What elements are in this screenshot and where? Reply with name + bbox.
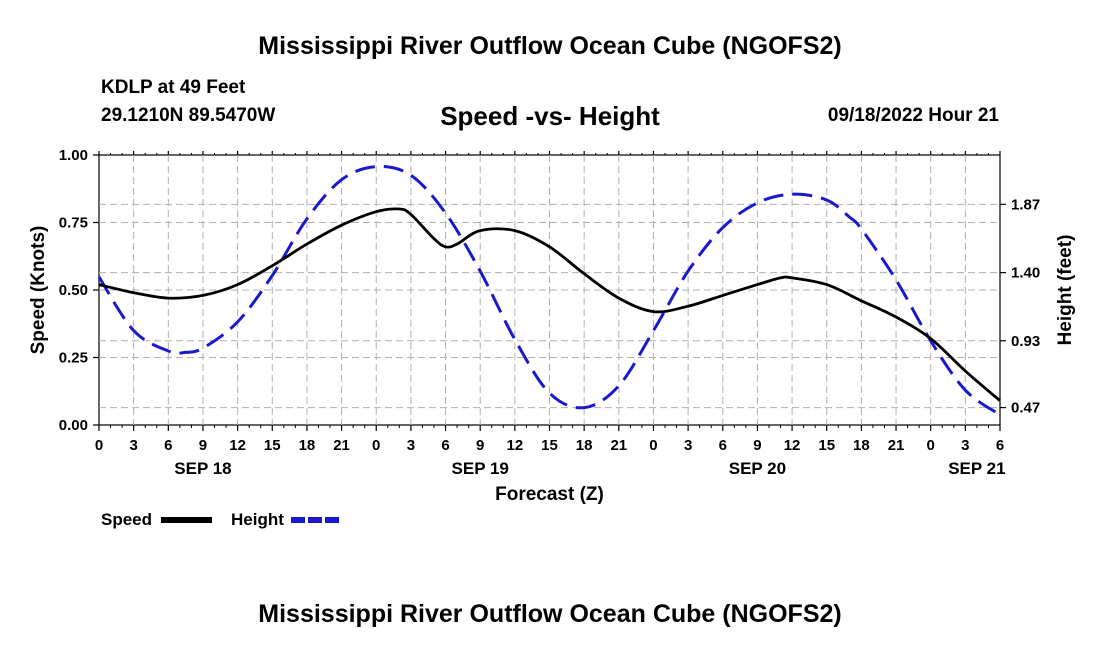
- x-tick-label: 18: [576, 437, 593, 454]
- x-tick-label: 9: [199, 437, 207, 454]
- x-tick-label: 3: [684, 437, 692, 454]
- y-right-axis-title: Height (feet): [1055, 235, 1076, 346]
- series-layer: [97, 164, 1001, 417]
- x-tick-label: 12: [229, 437, 246, 454]
- y-right-tick-label: 0.47: [1011, 400, 1040, 417]
- x-tick-label: 3: [129, 437, 137, 454]
- x-axis-title: Forecast (Z): [495, 484, 604, 505]
- date-label: SEP 18: [174, 459, 231, 478]
- y-tick-label: 0.25: [59, 350, 88, 367]
- axis-ticks: 0 3 6 9 12 15 18 21 0 3 6 9 12 15 18 21 0 3 6 9 12 15 18 21 0 3 6 0…: [28, 147, 1076, 505]
- y-tick-label: 0.75: [59, 215, 88, 232]
- footer-title: Mississippi River Outflow Ocean Cube (NG…: [258, 600, 842, 628]
- chart-title: Speed -vs- Height: [440, 101, 660, 131]
- x-tick-label: 6: [164, 437, 172, 454]
- legend-speed-label: Speed: [101, 510, 152, 529]
- main-title: Mississippi River Outflow Ocean Cube (NG…: [258, 32, 842, 60]
- coordinates-label: 29.1210N 89.5470W: [101, 105, 276, 126]
- x-tick-label: 9: [753, 437, 761, 454]
- legend-height-label: Height: [231, 510, 284, 529]
- x-tick-label: 0: [372, 437, 380, 454]
- y-right-tick-label: 1.40: [1011, 265, 1040, 282]
- x-tick-label: 21: [888, 437, 905, 454]
- x-tick-label: 18: [853, 437, 870, 454]
- x-tick-label: 6: [996, 437, 1004, 454]
- x-tick-label: 9: [476, 437, 484, 454]
- x-tick-label: 15: [541, 437, 558, 454]
- y-tick-label: 1.00: [59, 147, 88, 164]
- x-tick-label: 12: [507, 437, 524, 454]
- date-label: SEP 21: [948, 459, 1005, 478]
- x-tick-label: 18: [299, 437, 316, 454]
- y-tick-label: 0.00: [59, 417, 88, 434]
- station-label: KDLP at 49 Feet: [101, 77, 246, 98]
- x-tick-label: 0: [649, 437, 657, 454]
- x-tick-label: 15: [264, 437, 281, 454]
- x-tick-label: 21: [610, 437, 627, 454]
- y-axis-title: Speed (Knots): [28, 226, 49, 355]
- y-tick-label: 0.50: [59, 282, 88, 299]
- x-tick-label: 0: [95, 437, 103, 454]
- y-right-tick-label: 0.93: [1011, 333, 1040, 350]
- date-label: SEP 19: [452, 459, 509, 478]
- x-tick-label: 21: [333, 437, 350, 454]
- datetime-label: 09/18/2022 Hour 21: [827, 105, 999, 126]
- x-tick-label: 15: [818, 437, 835, 454]
- y-right-tick-label: 1.87: [1011, 196, 1040, 213]
- grid: [99, 155, 1000, 425]
- x-tick-label: 3: [407, 437, 415, 454]
- height-series-line: [97, 164, 1001, 417]
- x-tick-label: 3: [961, 437, 969, 454]
- x-tick-label: 6: [441, 437, 449, 454]
- legend: Speed Height: [101, 510, 342, 529]
- x-tick-label: 0: [927, 437, 935, 454]
- date-label: SEP 20: [729, 459, 786, 478]
- x-tick-label: 12: [784, 437, 801, 454]
- x-tick-label: 6: [719, 437, 727, 454]
- speed-series-line: [98, 207, 1001, 402]
